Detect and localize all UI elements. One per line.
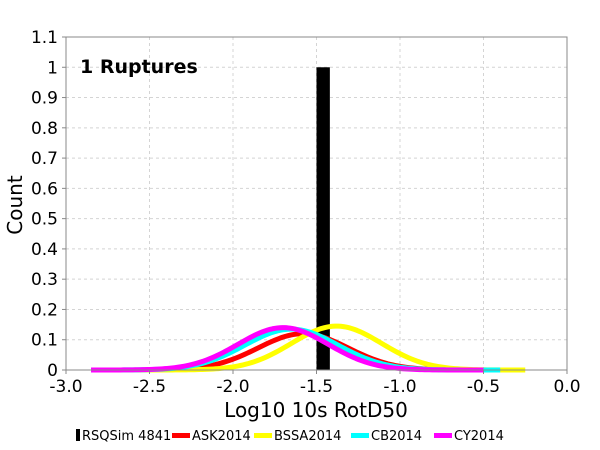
- y-tick-label: 1.1: [31, 28, 58, 48]
- x-tick-label: -2.5: [133, 377, 166, 397]
- y-axis-title: Count: [3, 175, 27, 235]
- legend-label: ASK2014: [192, 429, 251, 444]
- y-tick-label: 0.2: [31, 300, 58, 320]
- x-tick-label: -0.5: [467, 377, 500, 397]
- y-tick-label: 0.7: [31, 149, 58, 169]
- legend-label: CY2014: [454, 429, 504, 444]
- legend-swatch: [76, 429, 80, 441]
- legend: RSQSim 4841 ASK2014 BSSA2014 CB2014 CY2014: [76, 429, 504, 444]
- y-tick-label: 0.1: [31, 331, 58, 351]
- histogram-bars: [316, 67, 330, 370]
- legend-label: BSSA2014: [274, 429, 341, 444]
- y-tick-label: 0.6: [31, 179, 58, 199]
- y-tick-label: 0.3: [31, 270, 58, 290]
- series-lines: [91, 323, 526, 373]
- y-tick-label: 0: [47, 361, 58, 381]
- legend-swatch: [254, 433, 272, 438]
- x-tick-label: -1.5: [300, 377, 333, 397]
- x-tick-label: -2.0: [216, 377, 249, 397]
- y-tick-label: 0.4: [31, 240, 58, 260]
- legend-label: CB2014: [371, 429, 422, 444]
- legend-swatch: [172, 433, 190, 438]
- y-tick-label: 0.8: [31, 119, 58, 139]
- legend-swatch: [434, 433, 452, 438]
- y-axis-ticks: 0 0.1 0.2 0.3 0.4 0.5 0.6 0.7 0.8 0.9 1 1.1: [31, 28, 66, 381]
- legend-swatch: [351, 433, 369, 438]
- y-tick-label: 0.5: [31, 210, 58, 230]
- x-axis-title: Log10 10s RotD50: [224, 398, 408, 422]
- x-tick-label: 0.0: [553, 377, 580, 397]
- y-tick-label: 0.9: [31, 89, 58, 109]
- x-tick-label: -1.0: [383, 377, 416, 397]
- legend-label: RSQSim 4841: [82, 429, 171, 444]
- x-axis-ticks: -3.0 -2.5 -2.0 -1.5 -1.0 -0.5 0.0: [49, 370, 581, 397]
- x-tick-label: -3.0: [49, 377, 82, 397]
- y-tick-label: 1: [47, 58, 58, 78]
- histogram-bar: [316, 67, 330, 370]
- chart-annotation: 1 Ruptures: [80, 56, 198, 78]
